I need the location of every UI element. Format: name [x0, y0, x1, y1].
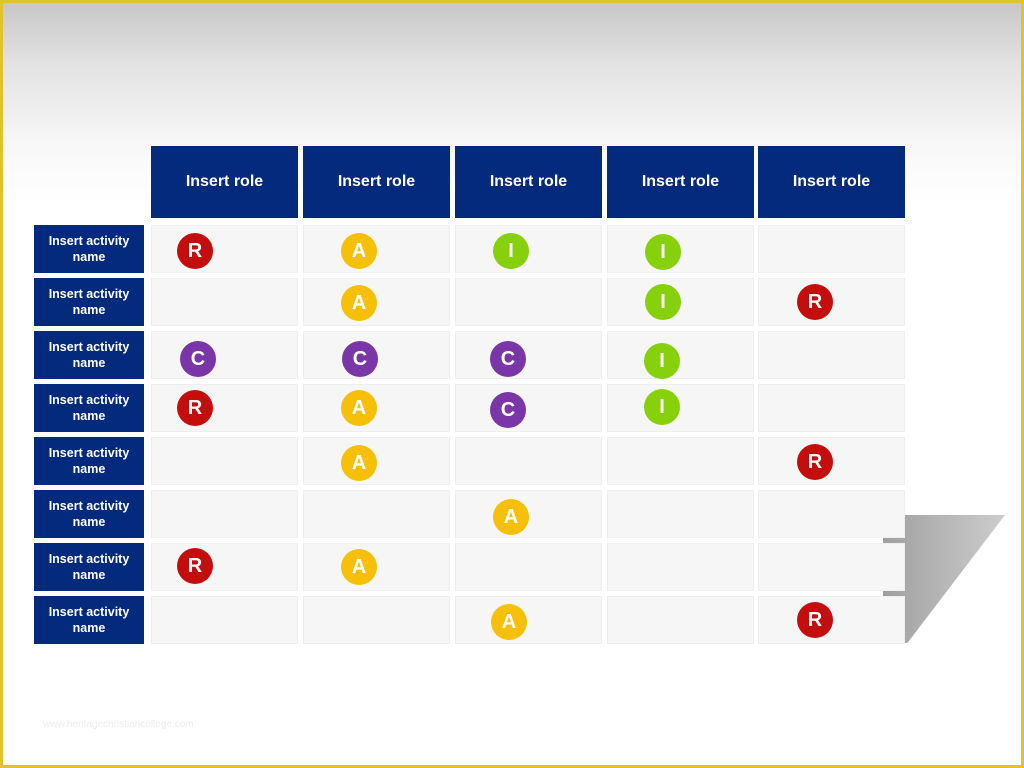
matrix-cell: R — [151, 384, 298, 432]
matrix-cell: R — [151, 543, 298, 591]
raci-badge-i: I — [644, 389, 680, 425]
raci-badge-c: C — [342, 341, 378, 377]
raci-badge-a: A — [341, 549, 377, 585]
role-header: Insert role — [455, 146, 602, 218]
matrix-cell — [758, 331, 905, 379]
matrix-cell: I — [607, 225, 754, 273]
activity-label-text: Insert activity name — [48, 605, 130, 635]
matrix-cell: A — [455, 490, 602, 538]
matrix-cell: I — [455, 225, 602, 273]
raci-badge-i: I — [645, 284, 681, 320]
activity-label: Insert activity name — [34, 384, 144, 432]
activity-label: Insert activity name — [34, 437, 144, 485]
role-header: Insert role — [303, 146, 450, 218]
raci-badge-r: R — [797, 602, 833, 638]
matrix-cell: A — [303, 437, 450, 485]
matrix-cell — [758, 543, 905, 591]
activity-label-text: Insert activity name — [48, 499, 130, 529]
matrix-cell: R — [758, 596, 905, 644]
activity-label-text: Insert activity name — [48, 340, 130, 370]
raci-badge-a: A — [341, 445, 377, 481]
role-header: Insert role — [607, 146, 754, 218]
raci-badge-r: R — [797, 284, 833, 320]
matrix-cell: R — [151, 225, 298, 273]
matrix-cell — [151, 278, 298, 326]
raci-badge-i: I — [645, 234, 681, 270]
matrix-cell — [758, 225, 905, 273]
raci-badge-i: I — [493, 233, 529, 269]
matrix-cell — [455, 278, 602, 326]
matrix-cell: A — [303, 384, 450, 432]
matrix-cell — [151, 437, 298, 485]
matrix-cell: A — [303, 278, 450, 326]
matrix-cell: C — [455, 331, 602, 379]
matrix-cell — [758, 384, 905, 432]
raci-badge-a: A — [341, 285, 377, 321]
matrix-cell — [758, 490, 905, 538]
raci-badge-c: C — [490, 392, 526, 428]
activity-label-text: Insert activity name — [48, 446, 130, 476]
raci-badge-a: A — [491, 604, 527, 640]
raci-badge-a: A — [341, 390, 377, 426]
matrix-cell: I — [607, 278, 754, 326]
activity-label: Insert activity name — [34, 331, 144, 379]
matrix-cell — [455, 543, 602, 591]
matrix-cell — [303, 596, 450, 644]
matrix-cell: R — [758, 278, 905, 326]
activity-label: Insert activity name — [34, 596, 144, 644]
matrix-cell: C — [303, 331, 450, 379]
matrix-cell: A — [303, 225, 450, 273]
matrix-cell: A — [303, 543, 450, 591]
matrix-cell — [151, 490, 298, 538]
role-header: Insert role — [758, 146, 905, 218]
matrix-cell — [455, 437, 602, 485]
matrix-cell — [607, 437, 754, 485]
activity-label: Insert activity name — [34, 225, 144, 273]
matrix-cell — [607, 596, 754, 644]
matrix-cell — [303, 490, 450, 538]
activity-label-text: Insert activity name — [48, 552, 130, 582]
watermark: www.heritagechristiancollege.com — [43, 719, 194, 730]
matrix-cell — [607, 490, 754, 538]
raci-badge-a: A — [341, 233, 377, 269]
matrix-cell: C — [151, 331, 298, 379]
raci-badge-r: R — [177, 390, 213, 426]
activity-label-text: Insert activity name — [48, 287, 130, 317]
activity-label: Insert activity name — [34, 543, 144, 591]
matrix-cell — [607, 543, 754, 591]
matrix-cell: R — [758, 437, 905, 485]
matrix-cell: C — [455, 384, 602, 432]
role-header: Insert role — [151, 146, 298, 218]
activity-label-text: Insert activity name — [48, 234, 130, 264]
raci-badge-i: I — [644, 343, 680, 379]
matrix-cell: I — [607, 331, 754, 379]
raci-badge-r: R — [177, 233, 213, 269]
activity-label-text: Insert activity name — [48, 393, 130, 423]
matrix-cell: I — [607, 384, 754, 432]
matrix-cell: A — [455, 596, 602, 644]
raci-badge-r: R — [177, 548, 213, 584]
activity-label: Insert activity name — [34, 278, 144, 326]
raci-badge-r: R — [797, 444, 833, 480]
activity-label: Insert activity name — [34, 490, 144, 538]
raci-badge-a: A — [493, 499, 529, 535]
raci-badge-c: C — [490, 341, 526, 377]
matrix-cell — [151, 596, 298, 644]
raci-badge-c: C — [180, 341, 216, 377]
